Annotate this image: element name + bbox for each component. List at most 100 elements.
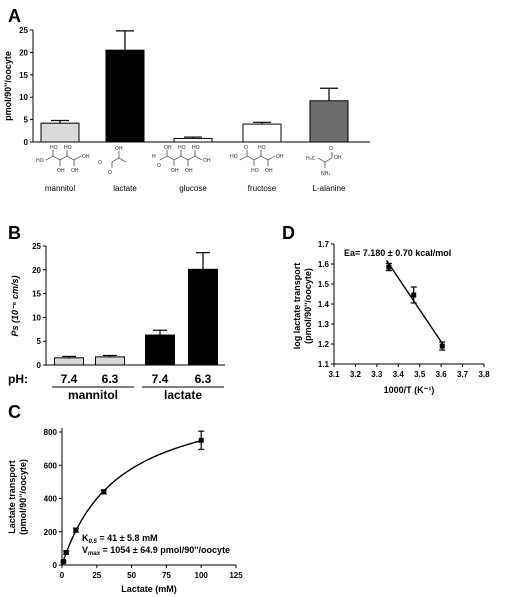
panel-a-bar <box>173 137 213 143</box>
panel-c-data-point <box>198 437 204 443</box>
panel-a-y-tick-label: 15 <box>19 71 28 80</box>
fructose-structure-labels: HO O HO OH HO OH <box>230 145 284 174</box>
panel-c-points <box>60 430 205 565</box>
panel-a-y-ticks: 0 5 10 15 20 25 <box>19 26 33 147</box>
panel-d-x-tick-label: 3.5 <box>414 370 426 379</box>
svg-text:O: O <box>98 160 102 166</box>
svg-text:OH: OH <box>276 154 284 160</box>
panel-a-bar <box>242 123 282 143</box>
panel-c-x-label: Lactate (mM) <box>121 584 177 594</box>
panel-b-bar <box>95 356 125 366</box>
svg-text:OH: OH <box>265 168 273 174</box>
panel-a-y-label: pmol/90''/oocyte <box>3 51 13 121</box>
panel-a-y-tick-label: 25 <box>19 26 28 35</box>
panel-b-ph-value: 6.3 <box>195 372 212 386</box>
panel-label-a: A <box>8 6 21 26</box>
panel-d-y-tick-label: 1.3 <box>318 320 330 329</box>
svg-text:HO: HO <box>178 145 186 151</box>
panel-d-y-tick-label: 1.4 <box>318 300 330 309</box>
panel-d-x-tick-label: 3.2 <box>350 370 362 379</box>
svg-text:OH: OH <box>171 168 179 174</box>
panel-b-y-label: Ps (10⁻⁶ cm/s) <box>10 276 20 337</box>
svg-text:OH: OH <box>164 145 172 151</box>
svg-text:HO: HO <box>50 145 58 151</box>
fructose-structure <box>239 150 276 166</box>
svg-text:OH: OH <box>185 168 193 174</box>
l-alanine-structure <box>317 152 333 168</box>
panel-c-y-tick-label: 800 <box>44 428 58 437</box>
panel-d-x-tick-label: 3.6 <box>436 370 448 379</box>
svg-text:O: O <box>108 170 112 176</box>
panel-d-y-label-line2: (pmol/90''/oocyte) <box>303 268 313 344</box>
panel-c-y-tick-label: 400 <box>44 495 58 504</box>
panel-a-category-label: L-alanine <box>313 184 346 193</box>
mannitol-structure <box>45 150 82 166</box>
panel-a-bar <box>105 49 145 143</box>
lactate-structure-labels: O OH O <box>98 146 123 176</box>
panel-b-bar <box>145 334 175 366</box>
panel-d-x-tick-label: 3.8 <box>478 370 490 379</box>
svg-text:OH: OH <box>203 158 211 164</box>
svg-text:O: O <box>244 145 248 151</box>
panel-a-y-tick-label: 10 <box>19 93 28 102</box>
panel-b-y-tick-label: 5 <box>37 337 42 346</box>
svg-text:OH: OH <box>334 155 342 161</box>
panel-a-category-label: glucose <box>179 184 207 193</box>
panel-c-data-point <box>63 550 69 556</box>
panel-label-c: C <box>8 402 21 422</box>
panel-b-ph-value: 6.3 <box>102 372 119 386</box>
panel-a-y-tick-label: 5 <box>24 116 29 125</box>
panel-c-x-tick-label: 75 <box>162 571 171 580</box>
panel-c-y-label-line1: Lactate transport <box>7 460 17 534</box>
panel-d-data-point <box>411 292 417 298</box>
panel-b-ph-value: 7.4 <box>152 372 169 386</box>
svg-text:HO: HO <box>230 154 238 160</box>
svg-text:HO: HO <box>258 145 266 151</box>
panel-b-ph-label: pH: <box>8 372 28 386</box>
panel-c-y-tick-label: 200 <box>44 528 58 537</box>
panel-b-y-tick-label: 20 <box>32 266 41 275</box>
panel-label-d: D <box>282 223 295 243</box>
panel-c-x-tick-label: 25 <box>92 571 101 580</box>
svg-text:NH₂: NH₂ <box>321 171 331 177</box>
panel-d-y-tick-label: 1.2 <box>318 340 330 349</box>
svg-text:HO: HO <box>64 145 72 151</box>
panel-b-bar <box>188 268 218 366</box>
panel-c: C Lactate transport (pmol/90''/oocyte) L… <box>7 402 243 594</box>
panel-b-bars <box>54 252 218 366</box>
panel-c-data-point <box>60 559 66 565</box>
panel-label-b: B <box>8 223 21 243</box>
svg-text:OH: OH <box>82 154 90 160</box>
panel-a-y-tick-label: 20 <box>19 48 28 57</box>
svg-text:OH: OH <box>71 168 79 174</box>
panel-c-fit-curve <box>61 440 202 566</box>
glucose-structure <box>159 150 203 166</box>
panel-a-bar <box>40 122 80 143</box>
panel-d-points <box>385 262 446 351</box>
panel-b-y-tick-label: 15 <box>32 290 41 299</box>
panel-a-category-labels: mannitol lactate glucose fructose L-alanine <box>45 184 346 193</box>
panel-d-x-tick-label: 3.1 <box>328 370 340 379</box>
panel-c-x-tick-label: 50 <box>127 571 136 580</box>
panel-c-km-annotation: K0.5 = 41 ± 5.8 mM <box>82 533 158 545</box>
panel-d-x-tick-label: 3.7 <box>457 370 469 379</box>
glucose-structure-labels: HO OH HO HO OH OH OH <box>152 145 211 174</box>
l-alanine-structure-labels: H₃C OHO NH₂ <box>306 146 342 177</box>
panel-c-data-point <box>101 489 107 495</box>
panel-d-y-tick-label: 1.5 <box>318 280 330 289</box>
panel-c-y-label-line2: (pmol/90''/oocyte) <box>18 459 28 535</box>
panel-d-y-tick-label: 1.1 <box>318 360 330 369</box>
panel-b-ph-value: 7.4 <box>61 372 78 386</box>
panel-b-ph-values: 7.4 6.3 7.4 6.3 <box>61 372 212 386</box>
panel-d-x-tick-label: 3.3 <box>371 370 383 379</box>
svg-text:HO: HO <box>251 168 259 174</box>
svg-text:O: O <box>329 146 333 152</box>
svg-text:HO: HO <box>36 158 44 164</box>
panel-a-bars <box>40 30 349 143</box>
svg-text:OH: OH <box>57 168 65 174</box>
mannitol-structure-labels: HO HO HO OH OH OH <box>36 145 90 174</box>
svg-text:OH: OH <box>115 146 123 152</box>
panel-c-x-tick-label: 125 <box>229 571 243 580</box>
panel-a-y-tick-label: 0 <box>24 138 29 147</box>
